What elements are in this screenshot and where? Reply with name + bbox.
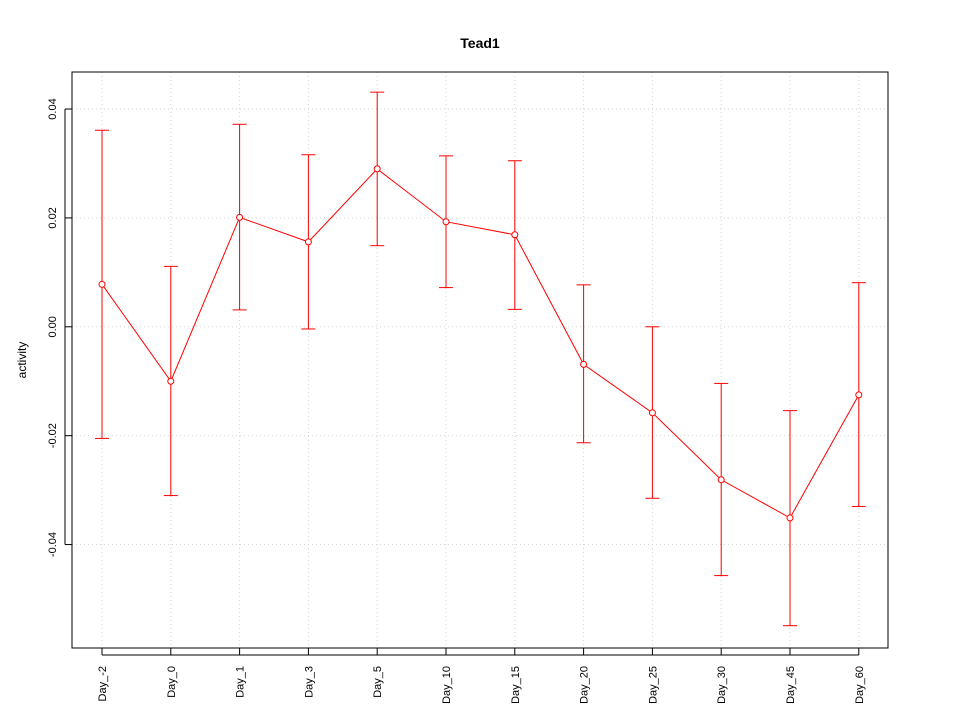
y-tick-label: 0.02 <box>47 207 59 228</box>
series-line <box>101 168 860 519</box>
x-tick-label: Day_0 <box>166 666 178 698</box>
y-tick-label: -0.04 <box>47 532 59 557</box>
x-tick-label: Day_30 <box>716 666 728 704</box>
x-tick-label: Day_45 <box>785 666 797 704</box>
y-tick-label: 0.04 <box>47 98 59 119</box>
data-point <box>717 476 725 484</box>
grid-layer <box>72 72 888 648</box>
x-tick-label: Day_3 <box>303 666 315 698</box>
data-point <box>167 377 175 385</box>
y-tick-label: -0.02 <box>47 423 59 448</box>
y-axis: -0.04 -0.02 0.00 0.02 0.04 <box>47 98 72 557</box>
data-point <box>304 238 312 246</box>
data-point <box>442 218 450 226</box>
x-tick-label: Day_15 <box>510 666 522 704</box>
data-point <box>98 280 106 288</box>
data-point <box>580 360 588 368</box>
y-axis-label: activity <box>15 342 29 379</box>
data-point <box>373 165 381 173</box>
data-point <box>511 231 519 239</box>
series-layer <box>95 91 866 627</box>
data-point <box>236 213 244 221</box>
x-tick-label: Day_60 <box>854 666 866 704</box>
x-axis: Day_-2 Day_0 Day_1 Day_3 Day_5 Day_10 Day_15 Da… <box>97 648 866 704</box>
x-tick-label: Day_-2 <box>97 666 109 701</box>
y-tick-label: 0.00 <box>47 316 59 337</box>
x-tick-label: Day_25 <box>647 666 659 704</box>
x-tick-label: Day_5 <box>372 666 384 698</box>
data-point <box>855 391 863 399</box>
data-point <box>648 409 656 417</box>
chart-title: Tead1 <box>460 35 500 51</box>
x-tick-label: Day_20 <box>579 666 591 704</box>
x-tick-label: Day_10 <box>441 666 453 704</box>
data-point <box>786 514 794 522</box>
plot-frame <box>71 71 889 649</box>
x-tick-label: Day_1 <box>235 666 247 698</box>
